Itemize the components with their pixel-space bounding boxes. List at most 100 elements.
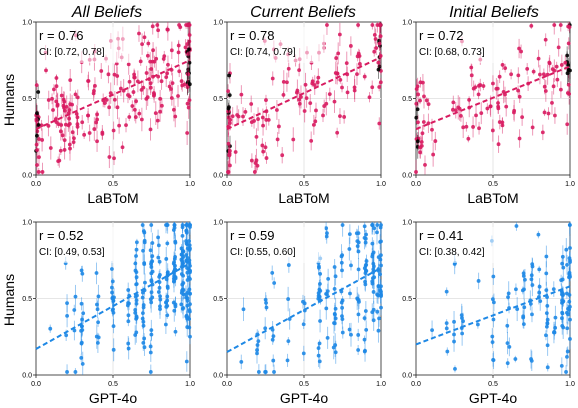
data-point [426,102,431,107]
data-point [187,82,192,87]
data-point [303,82,308,87]
data-point [134,330,139,335]
data-point [376,293,380,298]
data-point [347,232,352,236]
data-point [148,370,153,374]
data-point [230,114,235,119]
data-point [187,317,192,321]
data-point [264,156,269,160]
data-point [565,122,570,127]
x-tick-label: 1.0 [565,181,575,188]
data-point [362,236,367,240]
data-point [313,119,318,124]
x-tick-label: 1.0 [185,181,195,188]
data-point [544,254,549,259]
data-point [80,317,84,322]
data-point [173,329,178,334]
data-point [551,287,556,291]
data-point [67,116,72,121]
data-point [379,284,383,289]
data-point [137,31,141,36]
data-point [130,104,135,108]
data-point [522,287,526,292]
data-point [560,261,565,266]
data-point [451,100,456,105]
data-point [126,319,131,324]
data-point [48,146,53,150]
data-point [126,341,131,346]
data-point [277,124,281,129]
data-point [149,265,154,269]
data-point [62,99,67,104]
data-point [521,271,526,276]
data-point [255,348,259,352]
data-point [110,285,114,290]
data-point [543,37,548,42]
data-point [264,300,268,305]
data-point [239,360,244,364]
data-point [431,152,436,157]
x-tick-label: 0.0 [411,381,421,388]
data-point [363,309,368,313]
x-axis-label: GPT-4o [280,390,328,406]
data-point [148,127,153,132]
data-point [187,23,192,27]
data-point [55,103,60,108]
data-point [344,61,349,66]
data-point [140,316,145,321]
data-point [377,85,382,89]
annotation-background [229,227,325,263]
data-point [356,312,361,317]
data-point [176,43,181,48]
data-point [176,94,180,98]
data-point [270,327,275,332]
data-point [249,158,254,163]
data-point [40,170,45,174]
data-point [261,123,265,128]
data-point [456,105,461,110]
data-point [164,257,169,261]
column-title-all-beliefs: All Beliefs [71,4,142,21]
data-point [143,280,147,285]
data-point [371,290,376,294]
data-point [347,327,352,332]
x-axis-label: LaBToM [87,190,138,206]
data-point [148,248,153,253]
data-point [185,42,190,46]
data-point [65,313,70,318]
data-point [156,243,161,248]
data-point [145,95,150,100]
data-point [270,337,275,342]
x-axis-label: GPT-4o [89,390,137,406]
correlation-annotation: r = 0.59 [230,228,274,243]
data-point [263,326,268,331]
data-point [451,107,455,112]
data-point [433,139,438,143]
x-tick-label: 0.5 [488,181,498,188]
data-point [54,84,59,89]
x-tick-label: 1.0 [185,381,195,388]
data-point [379,305,383,310]
data-point [146,41,151,46]
data-point [228,148,232,153]
data-point [95,139,99,144]
data-point [520,115,525,120]
data-point [476,92,481,97]
data-point [260,115,265,120]
data-point [62,105,66,110]
x-tick-label: 0.5 [299,181,309,188]
data-point [133,310,138,315]
data-point [142,238,147,243]
y-tick-label: 1.0 [22,220,32,227]
data-point [141,229,146,234]
data-point [263,297,268,302]
data-point [96,320,100,325]
data-point [324,226,329,231]
data-point [335,130,340,135]
data-point [371,270,376,275]
y-tick-label: 0.5 [402,296,412,303]
data-point [419,140,424,144]
data-point [334,56,339,60]
data-point [333,316,338,321]
data-point [188,246,192,251]
